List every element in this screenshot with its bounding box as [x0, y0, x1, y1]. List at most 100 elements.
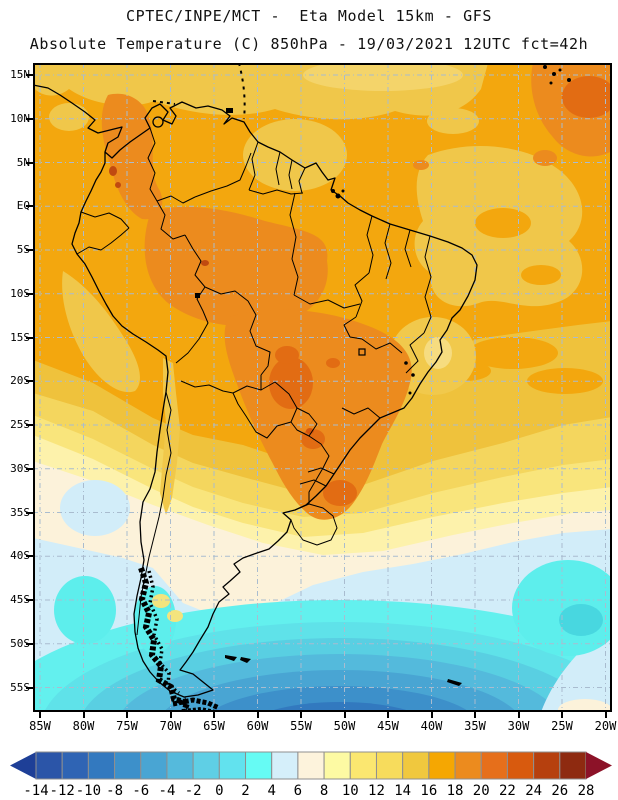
colorbar-tick-label: 26: [551, 783, 568, 799]
lon-label: 65W: [203, 719, 225, 733]
colorbar-cell: [35, 751, 63, 780]
lat-label: 50S: [10, 636, 30, 650]
colorbar-right-arrow: [586, 752, 612, 779]
colorbar-cell: [87, 751, 116, 780]
temperature-map: [33, 63, 612, 712]
lon-tick: [256, 712, 259, 718]
colorbar-cell: [166, 751, 194, 780]
lon-tick: [343, 712, 346, 718]
lat-tick: [26, 467, 33, 470]
colorbar-tick-label: 24: [525, 783, 542, 799]
lat-tick: [26, 642, 33, 645]
antilles-island-chain: [238, 63, 246, 120]
cape-verde-islands: [543, 65, 571, 85]
islands-and-relief: [138, 63, 571, 712]
south-georgia-island: [447, 679, 462, 686]
lat-label: 20S: [10, 374, 30, 388]
lat-label: 10S: [10, 286, 30, 300]
colorbar-tick-label: 22: [499, 783, 516, 799]
lon-label: 60W: [246, 719, 269, 733]
colorbar-tick-label: 20: [473, 783, 490, 799]
colorbar-tick-label: 8: [320, 783, 328, 799]
lon-tick: [300, 712, 302, 718]
colorbar-cell: [533, 751, 561, 780]
colorbar-tick-label: 28: [578, 783, 595, 799]
lat-tick: [26, 74, 33, 76]
lon-tick: [604, 712, 607, 718]
chart-title: CPTEC/INPE/MCT - Eta Model 15km - GFS: [126, 7, 492, 25]
colorbar-tick-label: 2: [241, 783, 249, 799]
lat-tick: [26, 205, 33, 208]
colorbar-cell: [192, 751, 220, 780]
lon-tick: [517, 712, 520, 718]
lon-tick: [387, 712, 389, 718]
colorbar-cell: [271, 751, 299, 780]
colorbar-tick-label: 4: [267, 783, 275, 799]
lat-tick: [26, 117, 33, 120]
lon-tick: [126, 712, 128, 718]
lon-label: 40W: [420, 719, 443, 733]
lon-tick: [561, 712, 563, 718]
colorbar-cell: [402, 751, 430, 780]
lat-tick: [26, 380, 33, 383]
colorbar-tick-label: 14: [394, 783, 411, 799]
colorbar-cell: [323, 751, 351, 780]
lon-tick: [39, 712, 41, 718]
lon-label: 25W: [551, 719, 573, 733]
lon-label: 35W: [464, 719, 486, 733]
lat-label: EQ: [16, 199, 30, 213]
lat-tick: [26, 599, 33, 601]
colorbar-cell: [506, 751, 535, 780]
lon-label: 30W: [507, 719, 530, 733]
lon-label: 50W: [333, 719, 356, 733]
lat-label: 15S: [10, 330, 30, 344]
lat-label: 30S: [10, 461, 30, 475]
colorbar-tick-label: 18: [447, 783, 464, 799]
lat-tick: [26, 686, 33, 689]
field-cold-core: [33, 600, 612, 712]
lat-tick: [26, 424, 33, 426]
colorbar-tick-label: 6: [294, 783, 302, 799]
lon-label: 85W: [29, 719, 51, 733]
lon-label: 70W: [159, 719, 182, 733]
field-dark-orange-spots: [269, 76, 612, 506]
colorbar-cell: [454, 751, 482, 780]
lake-titicaca: [195, 293, 200, 298]
colorbar-left-arrow: [10, 752, 36, 779]
colorbar-cell: [245, 751, 273, 780]
lon-tick: [430, 712, 433, 718]
lon-label: 45W: [377, 719, 399, 733]
falkland-islands: [225, 655, 251, 663]
lat-label: 25S: [10, 418, 30, 431]
lat-tick: [26, 555, 33, 558]
trinidad-island: [226, 108, 233, 113]
colorbar-cell: [61, 751, 89, 780]
coastline: [33, 84, 478, 698]
field-sw-overlays: [54, 480, 183, 654]
colorbar-cell: [218, 751, 247, 780]
lat-label: 35S: [10, 505, 30, 519]
lat-tick: [26, 249, 33, 251]
lat-label: 40S: [10, 549, 30, 563]
lon-tick: [82, 712, 85, 718]
colorbar-tick-label: 0: [215, 783, 223, 799]
colorbar-cell: [428, 751, 456, 780]
colorbar-tick-label: -10: [76, 783, 101, 799]
lon-label: 75W: [116, 719, 138, 733]
lake-maracaibo: [152, 116, 164, 128]
field-orange-regions: [101, 63, 612, 520]
colorbar-tick-label: -6: [132, 783, 149, 799]
chart-subtitle: Absolute Temperature (C) 850hPa - 19/03/…: [29, 35, 589, 53]
lon-tick: [169, 712, 172, 718]
colorbar-tick-label: -4: [159, 783, 176, 799]
lat-label: 10N: [10, 111, 30, 125]
lon-tick: [213, 712, 215, 718]
country-borders: [76, 127, 432, 712]
colorbar-tick-label: 16: [420, 783, 437, 799]
lon-label: 80W: [72, 719, 95, 733]
colorbar-tick-label: -12: [50, 783, 75, 799]
map-frame: [33, 63, 612, 712]
lat-tick: [26, 336, 33, 339]
east-brazil-marks: [404, 361, 415, 395]
